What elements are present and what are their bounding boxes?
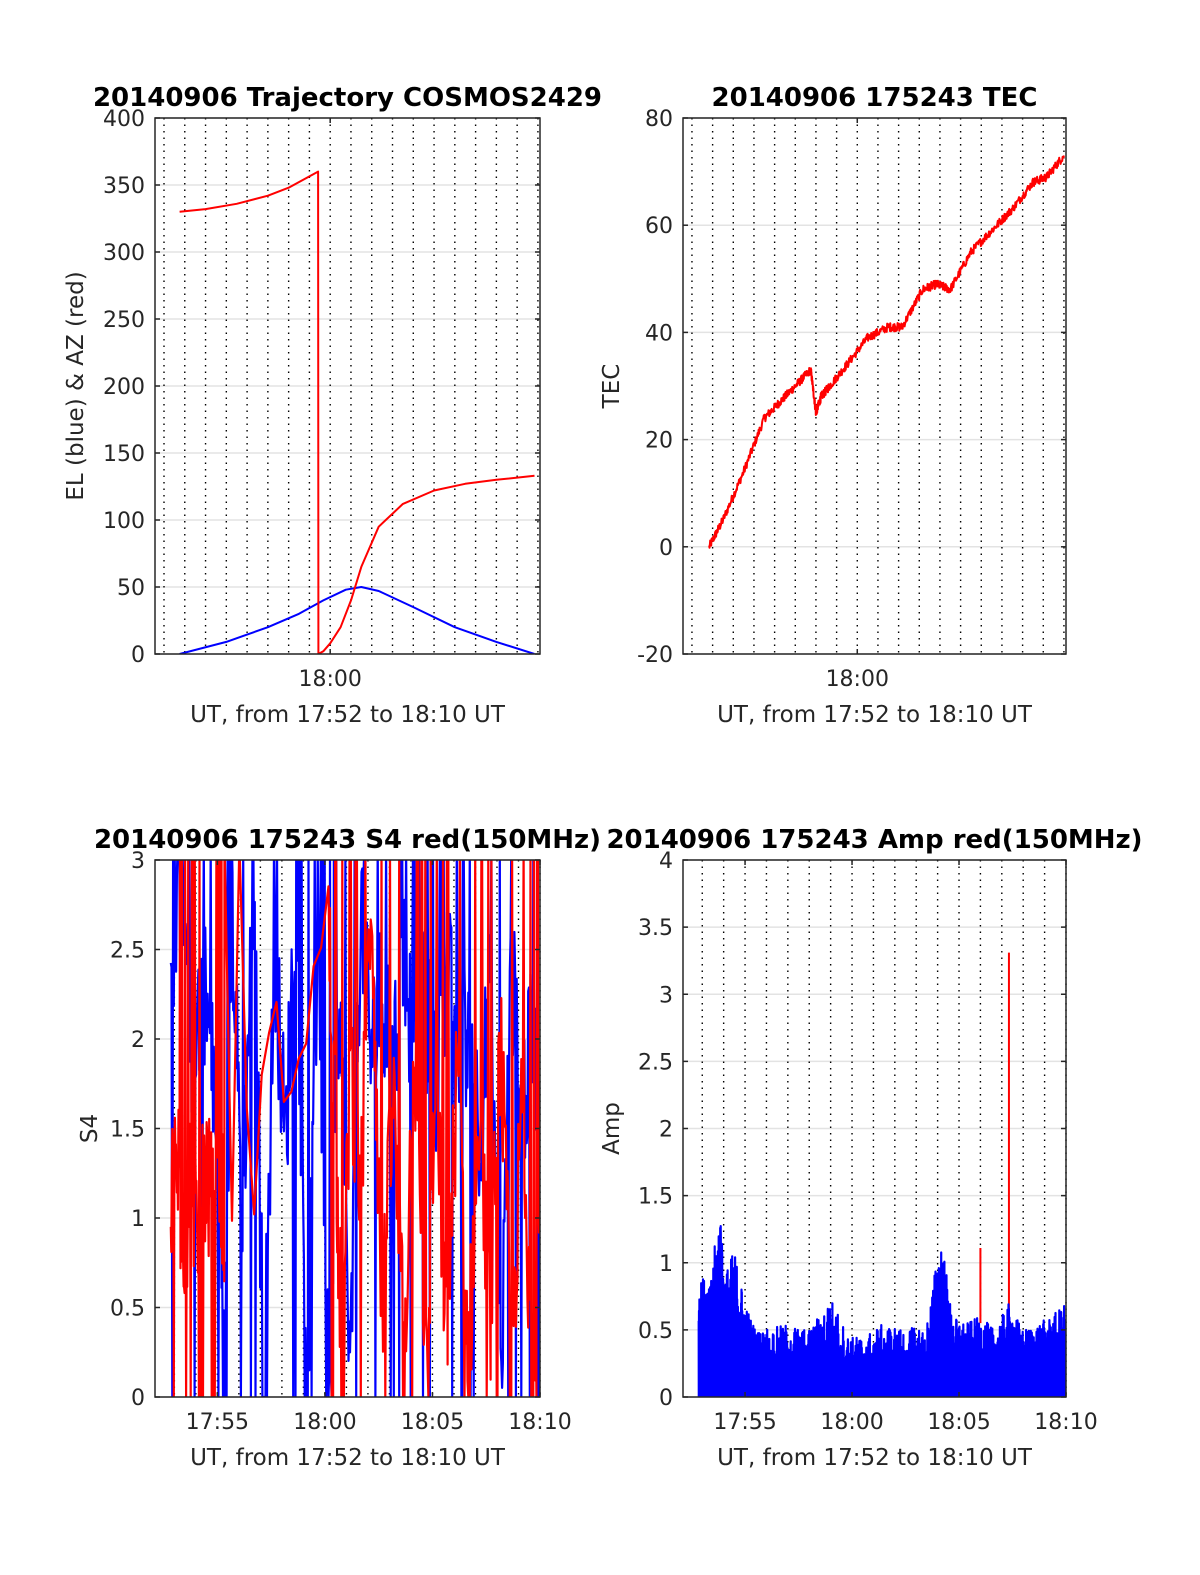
axes-box xyxy=(682,117,1067,655)
x-axis-label: UT, from 17:52 to 18:10 UT xyxy=(717,702,1033,728)
x-tick-label: 18:10 xyxy=(1034,1410,1097,1435)
y-tick-label: 3.5 xyxy=(638,916,673,941)
y-tick-label: 200 xyxy=(103,375,145,400)
y-axis-label: S4 xyxy=(77,1114,103,1143)
y-tick-label: 1.5 xyxy=(638,1185,673,1210)
y-tick-label: 300 xyxy=(103,241,145,266)
chart-title: 20140906 175243 TEC xyxy=(712,83,1038,113)
x-tick-label: 18:05 xyxy=(927,1410,990,1435)
x-tick-label: 18:00 xyxy=(826,667,889,692)
y-tick-label: 2 xyxy=(659,1118,673,1143)
chart-title: 20140906 175243 Amp red(150MHz) xyxy=(606,825,1142,855)
x-tick-label: 18:00 xyxy=(298,667,361,692)
y-axis-label: EL (blue) & AZ (red) xyxy=(63,271,89,500)
series-group xyxy=(697,952,1066,1397)
y-tick-label: -20 xyxy=(637,643,673,668)
y-tick-label: 150 xyxy=(103,442,145,467)
series-line-2 xyxy=(179,170,535,654)
y-tick-label: 3 xyxy=(659,983,673,1008)
y-tick-label: 40 xyxy=(645,321,673,346)
x-tick-label: 17:55 xyxy=(713,1410,776,1435)
y-tick-label: 2.5 xyxy=(110,939,145,964)
x-tick-label: 18:05 xyxy=(401,1410,464,1435)
chart-3: 0 0.5 1 1.5 2 2.5 3 17:55 18:00 18:05 18:10 2014090… xyxy=(77,825,601,1471)
y-tick-label: 250 xyxy=(103,308,145,333)
series-line-1 xyxy=(708,155,1065,549)
y-tick-label: 20 xyxy=(645,429,673,454)
y-tick-label: 80 xyxy=(645,107,673,132)
series-group xyxy=(708,155,1065,549)
chart-title: 20140906 Trajectory COSMOS2429 xyxy=(93,83,602,113)
x-axis-label: UT, from 17:52 to 18:10 UT xyxy=(190,702,506,728)
y-axis-label: Amp xyxy=(599,1102,625,1155)
y-tick-label: 0 xyxy=(131,643,145,668)
x-tick-label: 17:55 xyxy=(186,1410,249,1435)
x-tick-label: 18:00 xyxy=(293,1410,356,1435)
series-line-2 xyxy=(697,1225,1066,1397)
y-tick-label: 2.5 xyxy=(638,1050,673,1075)
y-tick-label: 1 xyxy=(131,1207,145,1232)
y-tick-label: 60 xyxy=(645,214,673,239)
series-line-1 xyxy=(179,586,535,654)
y-tick-label: 1 xyxy=(659,1252,673,1277)
x-tick-label: 18:00 xyxy=(820,1410,883,1435)
chart-4: 0 0.5 1 1.5 2 2.5 3 3.5 4 17:55 18:00 18:05 18:10 201… xyxy=(599,825,1143,1471)
series-group xyxy=(169,860,540,1397)
y-tick-label: 0 xyxy=(131,1386,145,1411)
chart-1: 0 50 100 150 200 250 300 350 400 18:00 20140906 Tr… xyxy=(63,83,602,728)
series-group xyxy=(179,170,535,654)
chart-2: -20 0 20 40 60 80 18:00 20140906 175243 TEC UT, … xyxy=(599,83,1067,728)
x-axis-label: UT, from 17:52 to 18:10 UT xyxy=(717,1445,1033,1471)
y-tick-label: 350 xyxy=(103,174,145,199)
y-tick-label: 0.5 xyxy=(638,1319,673,1344)
y-axis-label: TEC xyxy=(599,364,625,410)
y-tick-label: 400 xyxy=(103,107,145,132)
y-tick-label: 0 xyxy=(659,536,673,561)
y-tick-label: 100 xyxy=(103,509,145,534)
chart-title: 20140906 175243 S4 red(150MHz) xyxy=(94,825,601,855)
y-tick-label: 3 xyxy=(131,849,145,874)
x-axis-label: UT, from 17:52 to 18:10 UT xyxy=(190,1445,506,1471)
y-tick-label: 1.5 xyxy=(110,1118,145,1143)
x-tick-label: 18:10 xyxy=(508,1410,571,1435)
y-tick-label: 4 xyxy=(659,849,673,874)
y-tick-label: 0.5 xyxy=(110,1297,145,1322)
y-tick-label: 50 xyxy=(117,576,145,601)
y-tick-label: 2 xyxy=(131,1028,145,1053)
series-line-2 xyxy=(169,860,540,1397)
y-tick-label: 0 xyxy=(659,1386,673,1411)
